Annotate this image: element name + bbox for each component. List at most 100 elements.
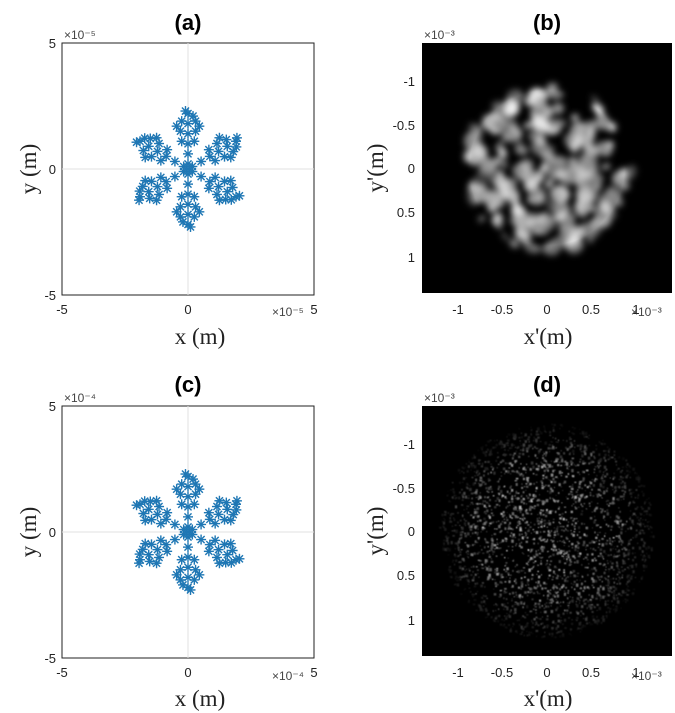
panel-b-ytick: -0.5 [393,118,415,133]
panel-b-y-exponent: ×10⁻³ [424,28,455,42]
panel-a-title: (a) [175,10,202,35]
data-point [151,558,162,569]
panel-a-ylabel: y (m) [16,144,41,194]
panel-a-xlabel: x (m) [175,324,225,349]
data-point [169,519,180,530]
data-point [222,549,233,560]
panel-c-ytick: 0 [49,525,56,540]
data-point [183,199,193,210]
data-point [225,175,236,186]
data-point [183,491,193,502]
panel-c-xlabel: x (m) [175,686,225,711]
data-point [190,201,201,212]
panel-d-ytick: -0.5 [393,481,415,496]
panel-a-points [131,106,245,232]
data-point [145,496,156,507]
panel-d-ytick: 0.5 [397,568,415,583]
panel-a-y-exponent: ×10⁻⁵ [64,28,96,42]
panel-c-xtick: 5 [310,665,317,680]
data-point [234,190,245,201]
data-point [175,201,186,212]
data-point [143,141,154,152]
data-point [189,574,200,585]
panel-a-ytick: 5 [49,36,56,51]
data-point [189,136,200,147]
panel-d-xtick: -1 [452,665,464,680]
panel-a-ytick: -5 [44,288,56,303]
panel-c-points [131,469,245,595]
data-point [190,116,201,127]
data-point [194,484,205,495]
panel-c-ylabel: y (m) [16,507,41,557]
data-point [143,504,154,515]
data-point [171,569,182,580]
data-point [203,144,214,155]
panel-c-y-exponent: ×10⁻⁴ [64,391,96,405]
panel-d-xtick: 1 [632,665,639,680]
panel-b-xlabel: x'(m) [524,324,573,349]
data-point [196,519,207,530]
data-point [162,144,173,155]
panel-b-xtick: -0.5 [491,302,513,317]
data-point [225,538,236,549]
panel-d-xlabel: x'(m) [524,686,573,711]
panel-c: (c) ×10⁻⁴ ×10⁻⁴ 5 0 -5 -5 0 5 x (m) y (m… [16,372,318,711]
panel-d-ytick: 1 [408,613,415,628]
data-point [151,495,162,506]
panel-d-xtick: 0.5 [582,665,600,680]
data-point [187,161,198,172]
data-point [138,508,149,519]
panel-d-vignette [422,406,672,656]
data-point [185,584,196,595]
data-point [231,132,242,143]
data-point [175,211,186,222]
data-point [131,500,142,511]
panel-b-x-exponent: ×10⁻³ [631,305,662,319]
data-point [140,152,151,163]
panel-a-xtick: 5 [310,302,317,317]
data-point [204,539,215,550]
data-point [176,499,187,510]
data-point [196,534,207,545]
data-point [171,206,182,217]
data-point [155,172,166,183]
data-point [175,574,186,585]
data-point [175,564,186,575]
panel-c-ytick: 5 [49,399,56,414]
data-point [162,507,173,518]
panel-b-vignette [422,43,672,293]
data-point [180,469,191,480]
data-point [175,126,186,137]
panel-b-xtick: 0 [543,302,550,317]
panel-b-ylabel: y'(m) [363,144,388,193]
data-point [189,554,200,565]
data-point [183,148,193,159]
panel-a-xtick: -5 [56,302,68,317]
panel-c-xtick: -5 [56,665,68,680]
data-point [176,479,187,490]
data-point [210,155,221,166]
data-point [196,171,207,182]
data-point [155,535,166,546]
data-point [152,544,163,555]
data-point [187,524,198,535]
panel-d-y-exponent: ×10⁻³ [424,391,455,405]
panel-d-ylabel: y'(m) [363,507,388,556]
data-point [190,489,201,500]
data-point [144,556,155,567]
data-point [176,116,187,127]
data-point [231,495,242,506]
data-point [161,514,172,525]
panel-d-ytick: -1 [403,437,415,452]
data-point [210,172,221,183]
panel-a-xtick: 0 [184,302,191,317]
panel-a-x-exponent: ×10⁻⁵ [272,305,304,319]
data-point [131,137,142,148]
data-point [176,554,187,565]
panel-a-ytick: 0 [49,162,56,177]
data-point [190,564,201,575]
data-point [169,534,180,545]
panel-c-x-exponent: ×10⁻⁴ [272,669,304,683]
data-point [161,176,172,187]
data-point [183,542,193,553]
